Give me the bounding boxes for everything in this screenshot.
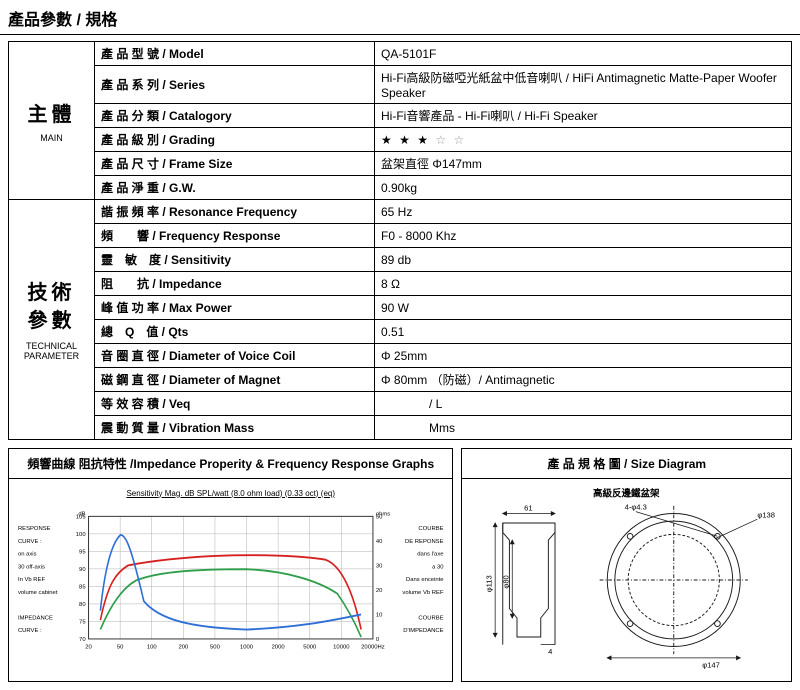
svg-text:a 30: a 30	[432, 564, 444, 570]
diagram-panel: 產 品 規 格 圖 / Size Diagram 高級反邊鐵盆架 61 φ113 φ8…	[461, 448, 792, 682]
svg-text:85: 85	[79, 584, 86, 590]
svg-text:100: 100	[147, 644, 158, 650]
spec-value: Hi-Fi音響產品 - Hi-Fi喇叭 / Hi-Fi Speaker	[375, 104, 792, 128]
svg-text:CURVE :: CURVE :	[18, 628, 42, 634]
spec-value: 盆架直徑 Φ147mm	[375, 152, 792, 176]
svg-text:2000: 2000	[272, 644, 286, 650]
spec-table: 主體MAIN產 品 型 號 / ModelQA-5101F產 品 系 列 / S…	[8, 41, 792, 440]
svg-text:4-φ4.3: 4-φ4.3	[625, 503, 647, 512]
svg-text:30 off-axis: 30 off-axis	[18, 564, 45, 570]
spec-value: 8 Ω	[375, 272, 792, 296]
spec-value: 65 Hz	[375, 200, 792, 224]
svg-text:10000: 10000	[333, 644, 350, 650]
svg-text:φ80: φ80	[502, 575, 511, 588]
spec-label: 磁 鋼 直 徑 / Diameter of Magnet	[95, 368, 375, 392]
spec-label: 頻 響 / Frequency Response	[95, 224, 375, 248]
svg-text:ohms: ohms	[376, 511, 390, 517]
spec-value: Mms	[375, 416, 792, 440]
svg-text:dB: dB	[78, 511, 85, 517]
star-empty-icon: ☆	[435, 133, 448, 147]
spec-label: 等 效 容 積 / Veq	[95, 392, 375, 416]
spec-label: 音 圈 直 徑 / Diameter of Voice Coil	[95, 344, 375, 368]
svg-text:20: 20	[376, 587, 383, 593]
star-filled-icon: ★	[399, 133, 412, 147]
star-empty-icon: ☆	[453, 133, 466, 147]
svg-text:40: 40	[376, 538, 383, 544]
svg-text:RESPONSE: RESPONSE	[18, 526, 51, 532]
svg-text:90: 90	[79, 566, 86, 572]
svg-text:0: 0	[376, 636, 380, 642]
spec-label: 產 品 型 號 / Model	[95, 42, 375, 66]
spec-value: F0 - 8000 Khz	[375, 224, 792, 248]
svg-text:30: 30	[376, 563, 383, 569]
svg-text:20000Hz: 20000Hz	[361, 644, 385, 650]
svg-text:95: 95	[79, 549, 86, 555]
svg-text:Dans enceinte: Dans enceinte	[406, 577, 444, 583]
spec-label: 產 品 分 類 / Catalogory	[95, 104, 375, 128]
svg-text:φ113: φ113	[485, 575, 494, 592]
spec-value: 0.90kg	[375, 176, 792, 200]
svg-text:50: 50	[117, 644, 124, 650]
spec-label: 產 品 系 列 / Series	[95, 66, 375, 104]
svg-text:高級反邊鐵盆架: 高級反邊鐵盆架	[593, 487, 660, 499]
svg-text:5000: 5000	[303, 644, 317, 650]
svg-text:φ138: φ138	[758, 510, 776, 519]
chart-panel-title: 頻響曲線 阻抗特性 /Impedance Properity & Frequen…	[9, 449, 452, 479]
svg-text:500: 500	[210, 644, 221, 650]
spec-label: 阻 抗 / Impedance	[95, 272, 375, 296]
svg-text:volume cabinet: volume cabinet	[18, 589, 58, 595]
svg-text:COURBE: COURBE	[418, 526, 443, 532]
svg-text:D'IMPEDANCE: D'IMPEDANCE	[403, 628, 443, 634]
svg-text:CURVE :: CURVE :	[18, 538, 42, 544]
star-filled-icon: ★	[417, 133, 430, 147]
spec-value: Φ 25mm	[375, 344, 792, 368]
star-filled-icon: ★	[381, 133, 394, 147]
page-title: 產品參數 / 規格	[0, 0, 800, 35]
svg-text:IMPEDANCE: IMPEDANCE	[18, 615, 53, 621]
spec-value: / L	[375, 392, 792, 416]
spec-label: 靈 敏 度 / Sensitivity	[95, 248, 375, 272]
svg-text:80: 80	[79, 601, 86, 607]
spec-label: 總 Q 值 / Qts	[95, 320, 375, 344]
diagram-panel-title: 產 品 規 格 圖 / Size Diagram	[462, 449, 791, 479]
svg-text:1000: 1000	[240, 644, 254, 650]
spec-value: 89 db	[375, 248, 792, 272]
svg-text:100: 100	[76, 531, 87, 537]
svg-text:70: 70	[79, 636, 86, 642]
spec-label: 產 品 尺 寸 / Frame Size	[95, 152, 375, 176]
chart-title: Sensitivity Mag. dB SPL/watt (8.0 ohm lo…	[15, 489, 446, 498]
spec-value: 90 W	[375, 296, 792, 320]
spec-value: QA-5101F	[375, 42, 792, 66]
svg-text:volume Vb REF: volume Vb REF	[402, 589, 444, 595]
svg-text:dans l'axe: dans l'axe	[417, 551, 443, 557]
svg-text:In Vb REF: In Vb REF	[18, 577, 46, 583]
chart-panel: 頻響曲線 阻抗特性 /Impedance Properity & Frequen…	[8, 448, 453, 682]
svg-text:20: 20	[85, 644, 92, 650]
section-tech: 技術參數TECHNICALPARAMETER	[9, 200, 95, 440]
spec-value: Hi-Fi高級防磁啞光紙盆中低音喇叭 / HiFi Antimagnetic M…	[375, 66, 792, 104]
size-diagram: 高級反邊鐵盆架 61 φ113 φ80 4 4-φ4.3 φ138 φ147	[468, 485, 785, 675]
spec-label: 諧 振 頻 率 / Resonance Frequency	[95, 200, 375, 224]
svg-text:φ147: φ147	[703, 660, 721, 669]
svg-text:75: 75	[79, 619, 86, 625]
spec-value: Φ 80mm （防磁）/ Antimagnetic	[375, 368, 792, 392]
spec-label: 產 品 級 別 / Grading	[95, 128, 375, 152]
svg-text:COURBE: COURBE	[418, 615, 443, 621]
svg-text:DE REPONSE: DE REPONSE	[405, 538, 444, 544]
spec-label: 震 動 質 量 / Vibration Mass	[95, 416, 375, 440]
frequency-response-chart: 20501002005001000200050001000020000Hz707…	[15, 500, 446, 670]
spec-label: 峰 值 功 率 / Max Power	[95, 296, 375, 320]
svg-text:61: 61	[525, 504, 533, 513]
svg-text:4: 4	[549, 647, 553, 656]
svg-text:on axis: on axis	[18, 551, 37, 557]
spec-value: ★ ★ ★ ☆ ☆	[375, 128, 792, 152]
svg-text:10: 10	[376, 612, 383, 618]
svg-text:200: 200	[178, 644, 189, 650]
spec-value: 0.51	[375, 320, 792, 344]
spec-label: 產 品 淨 重 / G.W.	[95, 176, 375, 200]
section-main: 主體MAIN	[9, 42, 95, 200]
